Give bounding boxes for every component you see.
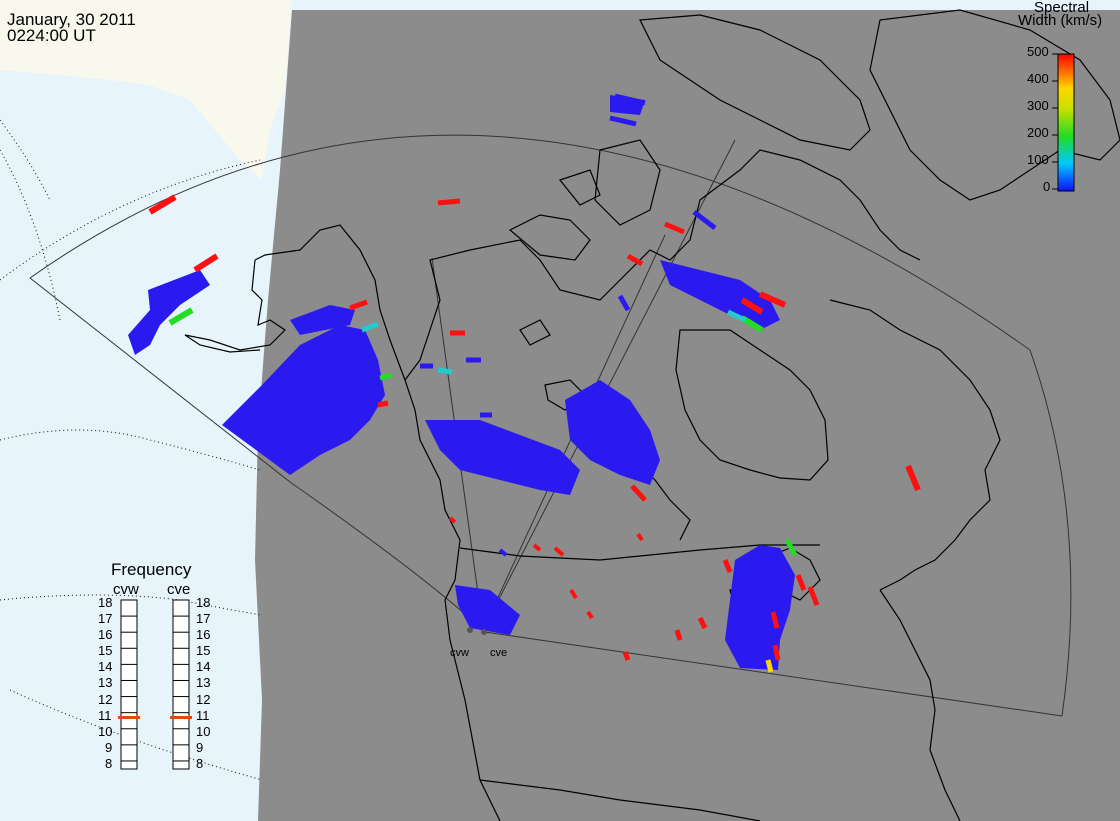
frequency-scale-label: 18 xyxy=(98,595,113,610)
cvw-frequency-scale xyxy=(120,599,138,770)
echo-cell xyxy=(770,611,780,629)
frequency-scale-label: 14 xyxy=(98,659,113,675)
echo-cell xyxy=(617,294,631,312)
frequency-scale-label: 16 xyxy=(98,627,113,643)
colorbar-tick-label: 500 xyxy=(1027,44,1049,59)
cve-column-label: cve xyxy=(167,581,191,598)
cvw-column-label: cvw xyxy=(113,581,139,598)
echo-patch xyxy=(222,325,385,475)
date-label: January, 30 2011 xyxy=(7,10,136,29)
echo-cell xyxy=(498,548,508,557)
colorbar-tick-label: 400 xyxy=(1027,71,1049,86)
colorbar-tick-label: 300 xyxy=(1027,98,1049,113)
frequency-scale-label: 9 xyxy=(196,739,204,755)
frequency-title: Frequency xyxy=(111,560,192,579)
frequency-scale-label: 12 xyxy=(98,691,113,707)
echo-cell xyxy=(448,516,457,524)
echo-patch xyxy=(725,545,795,670)
echo-patch xyxy=(425,420,580,495)
colorbar-ticks xyxy=(1052,53,1058,190)
cve-frequency-scale xyxy=(172,599,190,770)
echo-cell xyxy=(807,586,820,606)
frequency-scale-label: 11 xyxy=(98,707,112,723)
colorbar-tick-label: 200 xyxy=(1027,125,1049,140)
echo-cell xyxy=(614,93,646,106)
frequency-scale-label: 13 xyxy=(196,675,211,691)
cve-site-marker xyxy=(481,629,487,635)
echo-patch xyxy=(128,270,210,355)
echo-cell xyxy=(349,299,368,311)
time-label: 0224:00 UT xyxy=(7,26,96,45)
echo-cell xyxy=(740,315,764,333)
echo-cell xyxy=(692,210,717,230)
echo-cell xyxy=(626,253,644,267)
colorbar-title-line2: Width (km/s) xyxy=(1018,12,1103,29)
frequency-scale-label: 10 xyxy=(196,723,211,739)
echo-patch xyxy=(565,380,660,485)
echo-cell xyxy=(193,253,219,273)
echo-cell xyxy=(664,221,685,235)
echo-cell xyxy=(586,610,594,620)
frequency-scale-label: 12 xyxy=(196,691,211,707)
echo-cell xyxy=(437,367,453,375)
frequency-scale-label: 15 xyxy=(98,643,113,659)
echo-cell xyxy=(905,464,921,492)
scatter-data xyxy=(128,93,921,673)
echo-cell xyxy=(630,484,647,502)
echo-cell xyxy=(636,532,644,542)
echo-cell xyxy=(148,194,177,215)
echo-cell xyxy=(609,115,637,127)
frequency-scale-label: 10 xyxy=(98,723,113,739)
colorbar-tick-label: 0 xyxy=(1043,179,1051,194)
echo-cell xyxy=(795,574,807,591)
cvw-site-marker xyxy=(467,627,473,633)
frequency-scale-label: 18 xyxy=(196,595,211,610)
spectral-width-colorbar xyxy=(1057,53,1075,192)
echo-cell xyxy=(758,291,787,308)
frequency-scale-label: 17 xyxy=(98,611,113,627)
cve-site-label: cve xyxy=(490,647,508,659)
frequency-scale-label: 15 xyxy=(196,643,211,659)
coastlines xyxy=(184,9,1120,821)
echo-cell xyxy=(168,307,194,326)
echo-cell xyxy=(726,309,747,323)
echo-cell xyxy=(437,198,461,206)
echo-cell xyxy=(784,538,798,557)
graticule xyxy=(0,119,263,781)
echo-cell xyxy=(765,659,774,673)
echo-cell xyxy=(377,400,389,408)
echo-patch xyxy=(455,585,520,635)
frequency-scale-label: 8 xyxy=(196,755,204,771)
echo-patch xyxy=(290,305,355,335)
echo-cell xyxy=(532,543,542,552)
echo-cell xyxy=(674,629,683,641)
outside-land xyxy=(0,0,292,180)
colorbar-tick-label: 100 xyxy=(1027,152,1049,167)
frequency-scale-label: 16 xyxy=(196,627,211,643)
echo-cell xyxy=(740,297,764,315)
echo-cell xyxy=(772,644,781,661)
cvw-site-label: cvw xyxy=(450,647,469,659)
echo-cell xyxy=(553,546,565,557)
echo-cell xyxy=(379,372,393,381)
echo-cell xyxy=(722,559,733,573)
echo-cell xyxy=(622,651,631,661)
echo-cell xyxy=(569,588,578,600)
echo-cell xyxy=(697,616,708,630)
frequency-scale-label: 17 xyxy=(196,611,211,627)
frequency-scale-label: 11 xyxy=(196,707,210,723)
echo-cell xyxy=(361,321,379,333)
frequency-scale-label: 13 xyxy=(98,675,113,691)
frequency-scale-label: 14 xyxy=(196,659,211,675)
colorbar-title-line1: Spectral xyxy=(1034,0,1090,16)
echo-patch xyxy=(660,260,780,330)
frequency-grid xyxy=(121,615,189,762)
frequency-scale-label: 8 xyxy=(105,755,113,771)
frequency-scale-label: 9 xyxy=(105,739,113,755)
